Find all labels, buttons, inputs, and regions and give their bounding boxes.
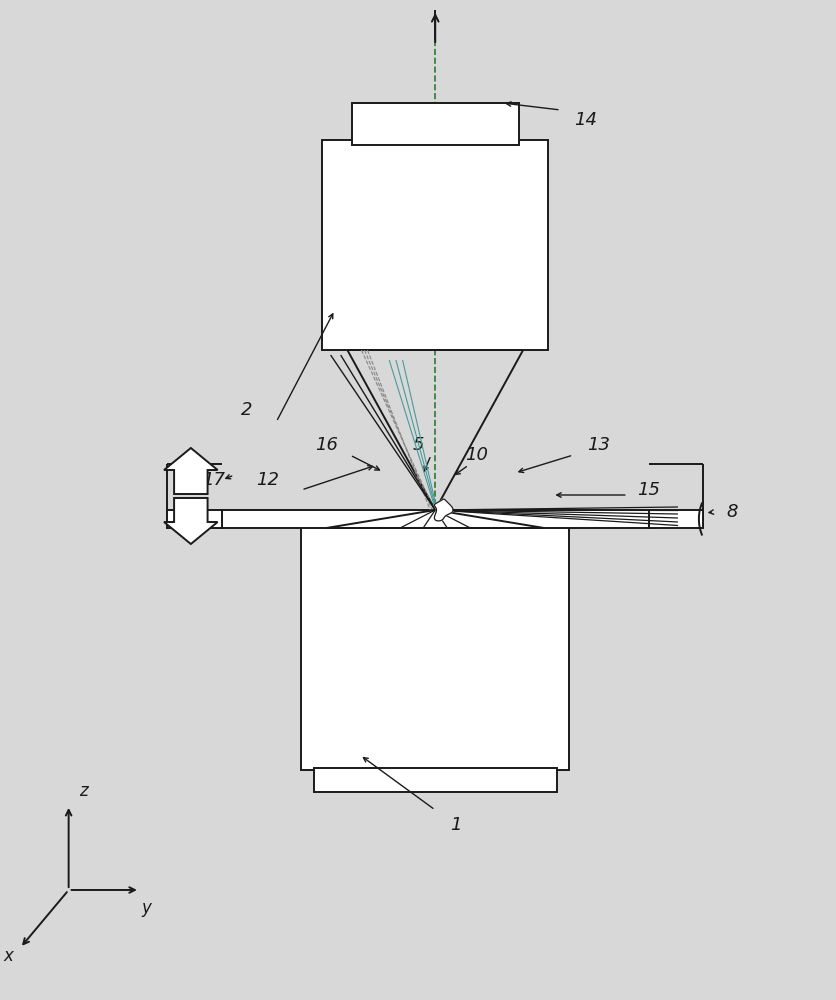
Text: 13: 13	[586, 436, 609, 454]
Text: z: z	[79, 782, 88, 800]
Text: 14: 14	[573, 111, 597, 129]
Text: 1: 1	[450, 816, 461, 834]
Text: 15: 15	[636, 481, 660, 499]
Text: 2: 2	[241, 401, 252, 419]
Text: y: y	[141, 899, 151, 917]
Polygon shape	[164, 448, 217, 494]
Text: 17: 17	[201, 471, 225, 489]
Polygon shape	[164, 498, 217, 544]
Bar	[167, 510, 222, 528]
Bar	[322, 140, 548, 350]
Bar	[301, 520, 568, 770]
Bar	[222, 510, 648, 528]
Bar	[314, 768, 556, 792]
Text: 8: 8	[726, 503, 737, 521]
Bar	[648, 510, 702, 528]
Text: 10: 10	[465, 446, 488, 464]
Text: 16: 16	[314, 436, 338, 454]
Polygon shape	[434, 499, 453, 521]
Text: x: x	[3, 947, 13, 965]
Text: 5: 5	[412, 436, 424, 454]
Text: 12: 12	[256, 471, 279, 489]
Bar	[351, 103, 518, 145]
